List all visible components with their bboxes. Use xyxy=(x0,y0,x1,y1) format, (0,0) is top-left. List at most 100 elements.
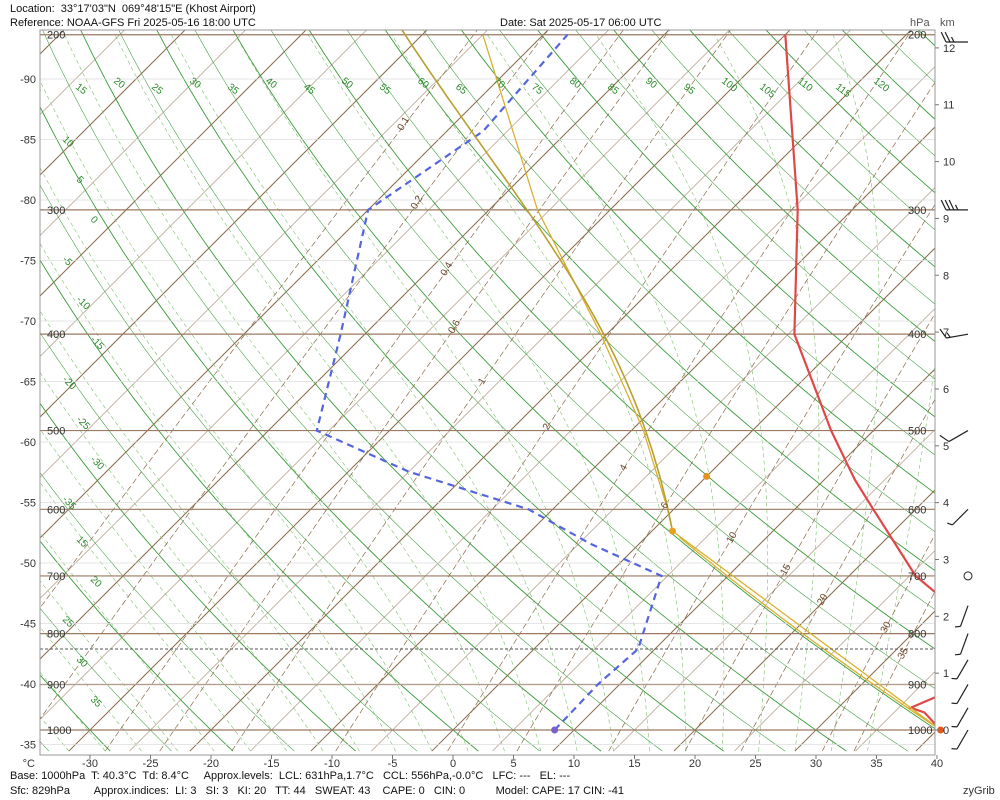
height-unit-label: km xyxy=(940,17,955,29)
wind-barb xyxy=(939,328,969,339)
isobar-label-left: 600 xyxy=(47,504,65,516)
height-axis-tick: 7 xyxy=(943,327,949,339)
mixing-ratio-line xyxy=(447,30,913,752)
left-axis-tick: -40 xyxy=(20,679,36,691)
dry-adiabat xyxy=(40,607,172,752)
isotherm xyxy=(976,0,1000,751)
isobar-label-right: 600 xyxy=(908,504,926,516)
dry-adiabat-label: 65 xyxy=(453,82,469,98)
dry-adiabat xyxy=(270,30,935,689)
dry-adiabat-label: 70 xyxy=(491,76,507,92)
temp-axis-tick: -30 xyxy=(82,758,98,770)
dry-adiabat xyxy=(841,30,935,120)
left-axis-tick: -85 xyxy=(20,135,36,147)
barb-staff xyxy=(952,508,969,526)
moist-adiabat xyxy=(40,242,396,752)
dry-adiabat xyxy=(42,30,663,752)
height-axis-tick: 0 xyxy=(943,725,949,737)
calm-circle xyxy=(963,571,973,581)
mixing-ratio-label: 2 xyxy=(541,421,554,432)
barb-half-flag xyxy=(950,36,955,43)
footer-indices: Sfc: 829hPa Approx.indices: LI: 3 SI: 3 … xyxy=(10,785,625,797)
isobar-label-left: 500 xyxy=(47,426,65,438)
left-axis-tick: -80 xyxy=(20,195,36,207)
dry-adiabat xyxy=(989,0,1000,751)
isobar-label-left: 1000 xyxy=(47,725,71,737)
mixing-ratio-line xyxy=(608,203,935,752)
brand-label: zyGrib xyxy=(963,785,995,797)
moist-adiabat xyxy=(307,34,650,752)
moist-adiabat xyxy=(40,371,324,752)
wind-barb xyxy=(963,571,973,581)
dry-adiabat-label: 35 xyxy=(225,82,241,98)
isobar-label-left: 900 xyxy=(47,679,65,691)
dry-adiabat-label: 110 xyxy=(795,76,815,95)
dry-adiabat xyxy=(40,674,111,752)
barb-flag xyxy=(939,434,950,443)
left-axis-tick: -70 xyxy=(20,316,36,328)
isobar-label-right: 1000 xyxy=(908,725,932,737)
left-axis-tick: -50 xyxy=(20,558,36,570)
mixing-ratio-label: 20 xyxy=(815,592,830,608)
isobar-label-right: 300 xyxy=(908,205,926,217)
isotherm xyxy=(40,30,549,539)
isobar-label-left: 800 xyxy=(47,629,65,641)
dry-adiabat-label: 90 xyxy=(643,76,659,92)
moist-adiabat xyxy=(40,671,106,752)
moist-adiabat-label: 20 xyxy=(88,574,104,590)
parcel-moist-ascent xyxy=(401,30,674,532)
dry-adiabat xyxy=(40,105,602,752)
mixing-ratio-label: 30 xyxy=(879,620,894,636)
barb-staff xyxy=(956,659,969,680)
isotherm xyxy=(673,489,935,752)
dry-adiabat xyxy=(917,30,935,47)
temp-axis-tick: 35 xyxy=(870,758,882,770)
height-axis-tick: 2 xyxy=(943,611,949,623)
moist-adiabat xyxy=(595,34,769,752)
dry-adiabat xyxy=(613,30,935,343)
dry-adiabat-label: 55 xyxy=(377,82,393,98)
temp-axis-tick: 30 xyxy=(810,758,822,770)
dry-adiabat-label: 120 xyxy=(871,76,891,95)
dry-adiabat xyxy=(40,332,418,752)
barb-staff xyxy=(959,605,969,627)
left-axis-tick: -90 xyxy=(20,74,36,86)
dry-adiabat-label: 105 xyxy=(757,82,777,101)
moist-adiabat-label: 35 xyxy=(88,694,104,710)
barb-half-flag xyxy=(947,522,953,526)
dry-adiabat xyxy=(308,30,935,650)
dry-adiabat xyxy=(384,30,935,572)
isobar-label-right: 500 xyxy=(908,426,926,438)
barb-half-flag xyxy=(946,332,951,338)
height-axis-tick: 10 xyxy=(943,157,955,169)
dry-adiabat xyxy=(727,30,935,231)
dry-adiabat xyxy=(118,30,786,752)
wind-barb xyxy=(940,199,968,211)
height-axis-tick: 6 xyxy=(943,384,949,396)
isobar-label-right: 900 xyxy=(908,679,926,691)
chart-overlay xyxy=(40,472,945,734)
temp-axis-tick: 0 xyxy=(450,758,456,770)
dry-adiabat xyxy=(194,30,908,752)
dew-point-line xyxy=(315,33,663,731)
left-axis-tick: -60 xyxy=(20,437,36,449)
barb-flag xyxy=(940,31,947,43)
moist-adiabat-label: -10 xyxy=(74,294,92,312)
forecast-date-label: Date: Sat 2025-05-17 06:00 UTC xyxy=(500,17,662,29)
isobar-label-right: 200 xyxy=(908,30,926,42)
temp-axis-tick: 5 xyxy=(510,758,516,770)
moist-adiabat xyxy=(40,532,215,752)
isotherm xyxy=(552,368,935,752)
mixing-ratio-line xyxy=(853,590,935,752)
left-axis-tick: -45 xyxy=(20,619,36,631)
isobar-label-left: 300 xyxy=(47,205,65,217)
moist-adiabat-label: -15 xyxy=(88,334,106,352)
mixing-ratio-label: 1 xyxy=(476,376,489,387)
moist-adiabat xyxy=(391,34,687,752)
moist-adiabat xyxy=(867,360,935,752)
dry-adiabat xyxy=(40,472,295,752)
mixing-ratio-label: 6 xyxy=(659,500,672,511)
wind-barb xyxy=(947,508,969,526)
isotherm xyxy=(40,30,186,176)
